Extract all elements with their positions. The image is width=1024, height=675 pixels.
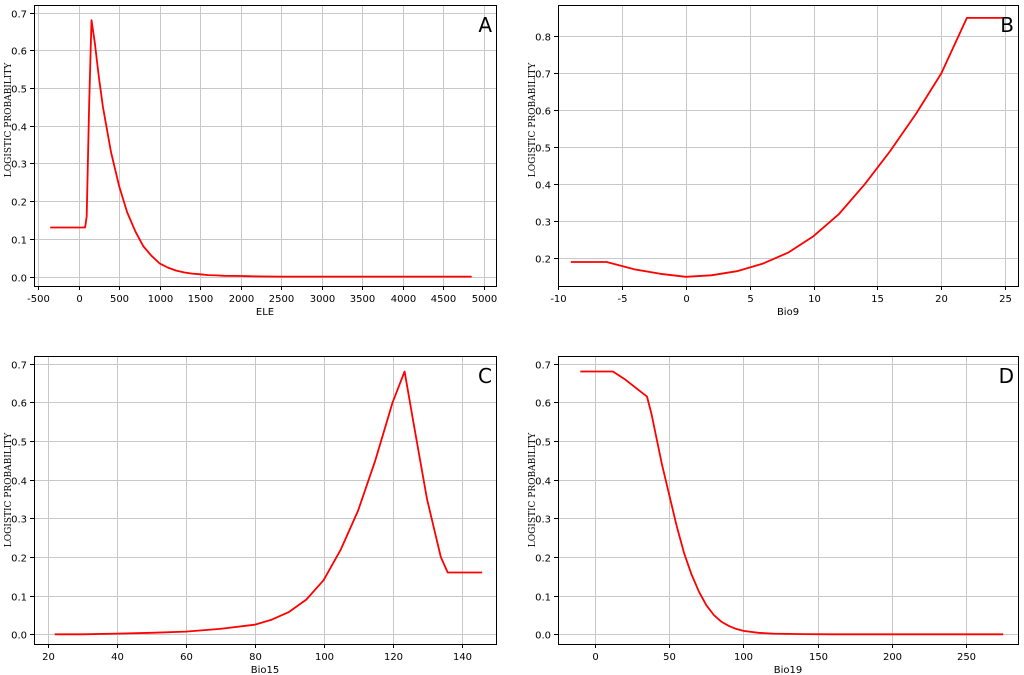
y-tick-label-c-4: 0.4 (11, 477, 27, 488)
y-tick-label-d-1: 0.1 (535, 593, 551, 604)
y-tick-label-a-5: 0.5 (11, 85, 27, 96)
y-tick-label-d-7: 0.7 (535, 361, 551, 372)
grid-d (558, 356, 1018, 644)
x-tick-label-b-2: 0 (683, 294, 689, 305)
x-tick-label-b-4: 10 (808, 294, 821, 305)
ylabel-d: LOGISTIC PROBABILITY (528, 432, 538, 548)
x-tick-label-c-6: 140 (453, 652, 472, 663)
xlabel-a: ELE (256, 307, 274, 318)
x-tick-label-c-1: 40 (111, 652, 124, 663)
ylabel-a: LOGISTIC PROBABILITY (4, 62, 14, 178)
xlabel-c: Bio15 (251, 665, 279, 675)
panel-a: -500 0 500 1000 1500 2000 2500 3000 3500 4000 4500… (4, 5, 497, 318)
ylabel-c: LOGISTIC PROBABILITY (4, 432, 14, 548)
panel-letter-d: D (999, 364, 1014, 388)
y-tick-label-a-2: 0.2 (11, 198, 27, 209)
ylabel-b: LOGISTIC PROBABILITY (528, 62, 538, 178)
y-tick-label-a-6: 0.6 (11, 47, 27, 58)
panel-d: 0 50 100 150 200 2500.00.10.20.30.40.50.60.7 … (528, 356, 1019, 675)
x-tick-label-d-1: 50 (663, 652, 676, 663)
y-tick-label-b-4: 0.6 (535, 107, 551, 118)
y-tick-label-c-1: 0.1 (11, 593, 27, 604)
x-tick-label-b-5: 15 (871, 294, 884, 305)
x-tick-label-c-2: 60 (180, 652, 193, 663)
y-tick-label-b-2: 0.4 (535, 181, 551, 192)
x-tick-label-a-11: 5000 (472, 294, 497, 305)
y-tick-label-a-1: 0.1 (11, 236, 27, 247)
y-tick-label-b-1: 0.3 (535, 218, 551, 229)
x-tick-label-d-2: 100 (734, 652, 753, 663)
y-tick-label-d-0: 0.0 (535, 631, 551, 642)
grid-c (34, 356, 496, 644)
panel-letter-b: B (1000, 13, 1014, 37)
panel-letter-c: C (478, 364, 492, 388)
x-tick-label-b-6: 20 (935, 294, 948, 305)
x-tick-label-b-1: -5 (618, 294, 628, 305)
x-tick-label-a-2: 500 (110, 294, 129, 305)
response-curve-d (580, 370, 1004, 636)
x-tick-label-d-0: 0 (592, 652, 598, 663)
y-tick-label-a-0: 0.0 (11, 274, 27, 285)
grid-b (558, 5, 1018, 286)
y-tick-label-a-4: 0.4 (11, 123, 27, 134)
x-tick-label-c-5: 120 (384, 652, 403, 663)
response-curve-b (570, 16, 1003, 278)
x-tick-label-d-4: 200 (883, 652, 902, 663)
y-tick-label-a-3: 0.3 (11, 160, 27, 171)
y-tick-label-c-0: 0.0 (11, 631, 27, 642)
x-tick-label-a-1: 0 (76, 294, 82, 305)
x-tick-label-a-3: 1000 (148, 294, 173, 305)
panel-c: 20 40 60 80 100 120 140 0.0 0.1 0.2 0.3 0.4 0.5 0.6 0.… (4, 356, 497, 675)
y-tick-label-b-0: 0.2 (535, 255, 551, 266)
y-tick-label-d-2: 0.2 (535, 554, 551, 565)
xlabel-b: Bio9 (777, 307, 799, 318)
x-tick-label-d-5: 250 (957, 652, 976, 663)
response-curve-c (54, 370, 483, 636)
x-tick-label-d-3: 150 (809, 652, 828, 663)
y-tick-label-d-4: 0.4 (535, 477, 551, 488)
y-tick-label-d-3: 0.3 (535, 515, 551, 526)
y-tick-label-c-6: 0.6 (11, 399, 27, 410)
xlabel-d: Bio19 (774, 665, 802, 675)
x-tick-label-a-10: 4500 (431, 294, 456, 305)
y-tick-label-c-5: 0.5 (11, 438, 27, 449)
y-tick-label-b-6: 0.8 (535, 33, 551, 44)
x-tick-label-c-4: 100 (315, 652, 334, 663)
x-tick-label-b-3: 5 (747, 294, 753, 305)
panel-letter-a: A (478, 13, 492, 37)
panel-b: -10 -5 0 5 10 15 20 25 0.2 0.3 0.4 0.5 0.6 0.7 0.8 LOG… (528, 5, 1019, 318)
x-tick-label-a-9: 4000 (391, 294, 416, 305)
y-tick-label-d-5: 0.5 (535, 438, 551, 449)
y-tick-label-c-2: 0.2 (11, 554, 27, 565)
y-tick-label-b-5: 0.7 (535, 70, 551, 81)
plot-frame-d (558, 356, 1019, 645)
grid-a (34, 5, 496, 286)
y-tick-label-c-7: 0.7 (11, 361, 27, 372)
y-tick-label-a-7: 0.7 (11, 10, 27, 21)
response-curve-a (50, 19, 472, 278)
x-tick-label-c-3: 80 (249, 652, 262, 663)
y-tick-label-c-3: 0.3 (11, 515, 27, 526)
plot-frame-c (34, 356, 497, 645)
y-tick-label-d-6: 0.6 (535, 399, 551, 410)
x-tick-label-b-7: 25 (999, 294, 1012, 305)
plot-frame-b (558, 5, 1019, 287)
x-tick-label-b-0: -10 (550, 294, 566, 305)
x-tick-label-a-0: -500 (27, 294, 50, 305)
x-tick-label-a-5: 2000 (229, 294, 254, 305)
x-tick-label-a-6: 2500 (269, 294, 294, 305)
plot-frame-a (34, 5, 497, 287)
x-tick-label-a-7: 3000 (310, 294, 335, 305)
x-tick-label-a-4: 1500 (188, 294, 213, 305)
x-tick-label-a-8: 3500 (350, 294, 375, 305)
y-tick-label-b-3: 0.5 (535, 144, 551, 155)
x-tick-label-c-0: 20 (42, 652, 55, 663)
